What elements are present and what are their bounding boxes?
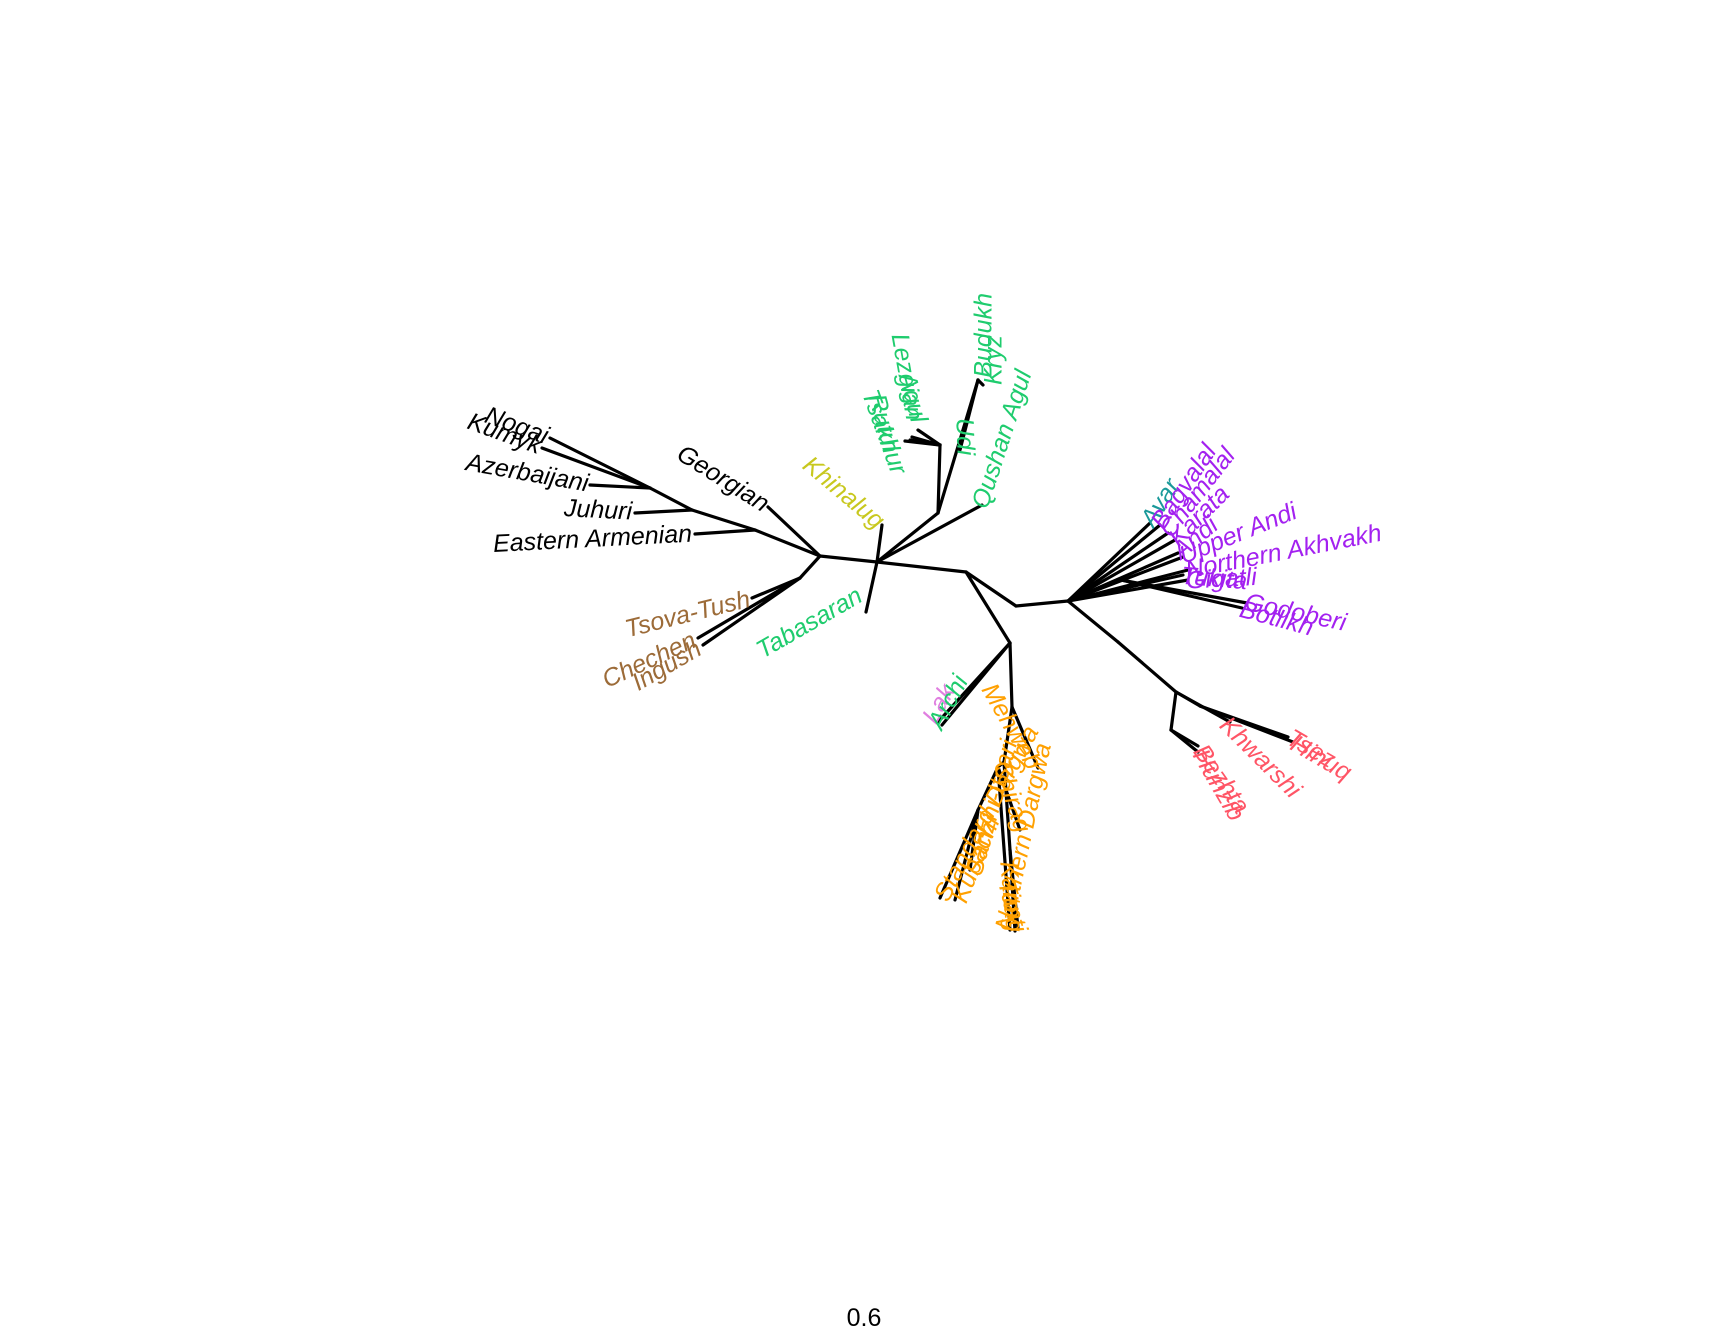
tip-branch-upper-andi (1066, 555, 1185, 603)
tip-branch-bagvalal (1066, 523, 1162, 603)
tip-branch-chirag (996, 765, 1022, 832)
taxon-label-agul: Agul (892, 368, 933, 427)
taxon-label-eastern-armenian: Eastern Armenian (492, 520, 692, 558)
tip-branch-qushan-agul (875, 503, 984, 564)
tip-branch-tabasaran (864, 560, 879, 614)
internal-branch (753, 528, 822, 558)
internal-branch (936, 443, 942, 515)
internal-branch (875, 511, 940, 564)
internal-branch (1066, 599, 1120, 644)
tip-branch-northern-dargwa (996, 765, 1012, 932)
internal-branch (648, 486, 694, 512)
tip-branch-agul (916, 428, 942, 447)
tree-branches (540, 378, 1295, 933)
tip-branch-kumyk (540, 446, 652, 490)
tip-branch-eastern-armenian (693, 528, 757, 536)
taxon-label-khinalug: Khinalug (797, 451, 890, 535)
taxon-label-tabasaran: Tabasaran (752, 581, 868, 664)
tip-branch-kryz (976, 378, 985, 387)
taxon-label-juhuri: Juhuri (562, 494, 634, 526)
tip-branch-hinuq (1198, 704, 1295, 744)
internal-branch (976, 765, 1000, 812)
tip-branch-khwarshi (1174, 690, 1232, 724)
internal-branch (1169, 690, 1178, 732)
tip-branch-karata (1066, 538, 1177, 603)
tip-branch-rutul (908, 438, 942, 447)
internal-branch (964, 570, 1018, 608)
tip-branch-kubachi (953, 808, 980, 902)
taxon-label-kryz: Kryz (980, 335, 1008, 386)
internal-branch (1116, 640, 1178, 694)
tip-branch-udi (958, 378, 980, 452)
tip-branch-georgian (766, 505, 822, 558)
scale-bar-label: 0.6 (846, 1304, 882, 1332)
taxon-label-budukh: Budukh (970, 293, 998, 378)
tip-branch-mehweb (1010, 705, 1040, 770)
internal-branch (690, 508, 757, 532)
internal-branch (1014, 599, 1070, 608)
tip-branch-azerbaijani (588, 483, 652, 490)
internal-branch (875, 560, 968, 574)
tip-branch-ingush (701, 576, 802, 647)
tip-branch-juhuri (633, 508, 694, 515)
tip-branch-gigatli (1066, 578, 1190, 603)
tip-branch-archi (940, 641, 1012, 727)
taxon-label-gigatli: Gigatli (1185, 563, 1259, 595)
tip-branch-khinalug (875, 523, 884, 564)
taxon-label-tukita: Tukita (1180, 562, 1249, 596)
tip-branch-standard-dargwa (938, 808, 980, 900)
taxon-label-kaitag: Kaitag (994, 860, 1028, 933)
internal-branch (798, 554, 822, 580)
internal-branch (1002, 705, 1014, 764)
internal-branch (818, 554, 879, 564)
internal-branch (1002, 760, 1012, 852)
internal-branch (1008, 641, 1014, 709)
tip-branch-botlikh (1119, 578, 1244, 610)
tip-branch-hunzib (1169, 728, 1200, 754)
internal-branch (964, 570, 1012, 645)
tip-branch-tanti (1008, 848, 1020, 930)
taxon-label-udi: Udi (950, 417, 979, 457)
tip-branch-nogai (548, 436, 652, 490)
